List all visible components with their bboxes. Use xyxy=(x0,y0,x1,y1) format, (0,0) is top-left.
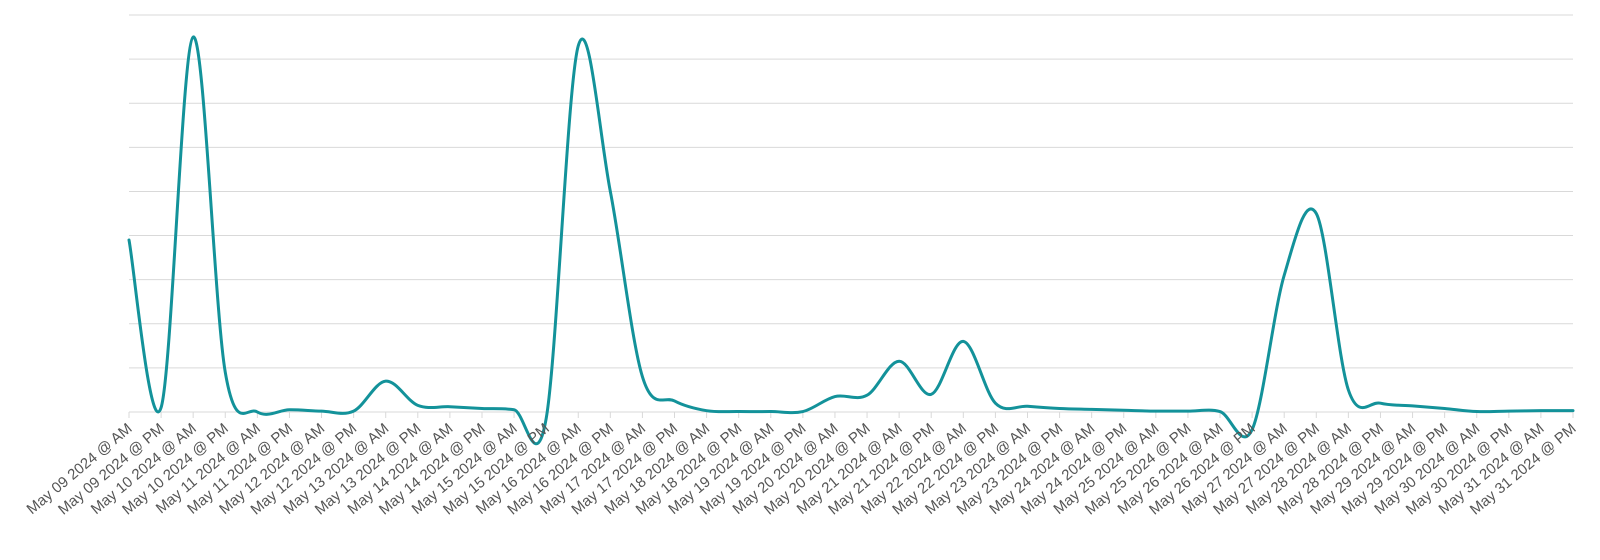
series-layer xyxy=(127,35,1575,446)
y-gridlines xyxy=(129,14,1573,413)
series-line xyxy=(127,35,1575,446)
x-axis-ticks xyxy=(128,412,1574,418)
